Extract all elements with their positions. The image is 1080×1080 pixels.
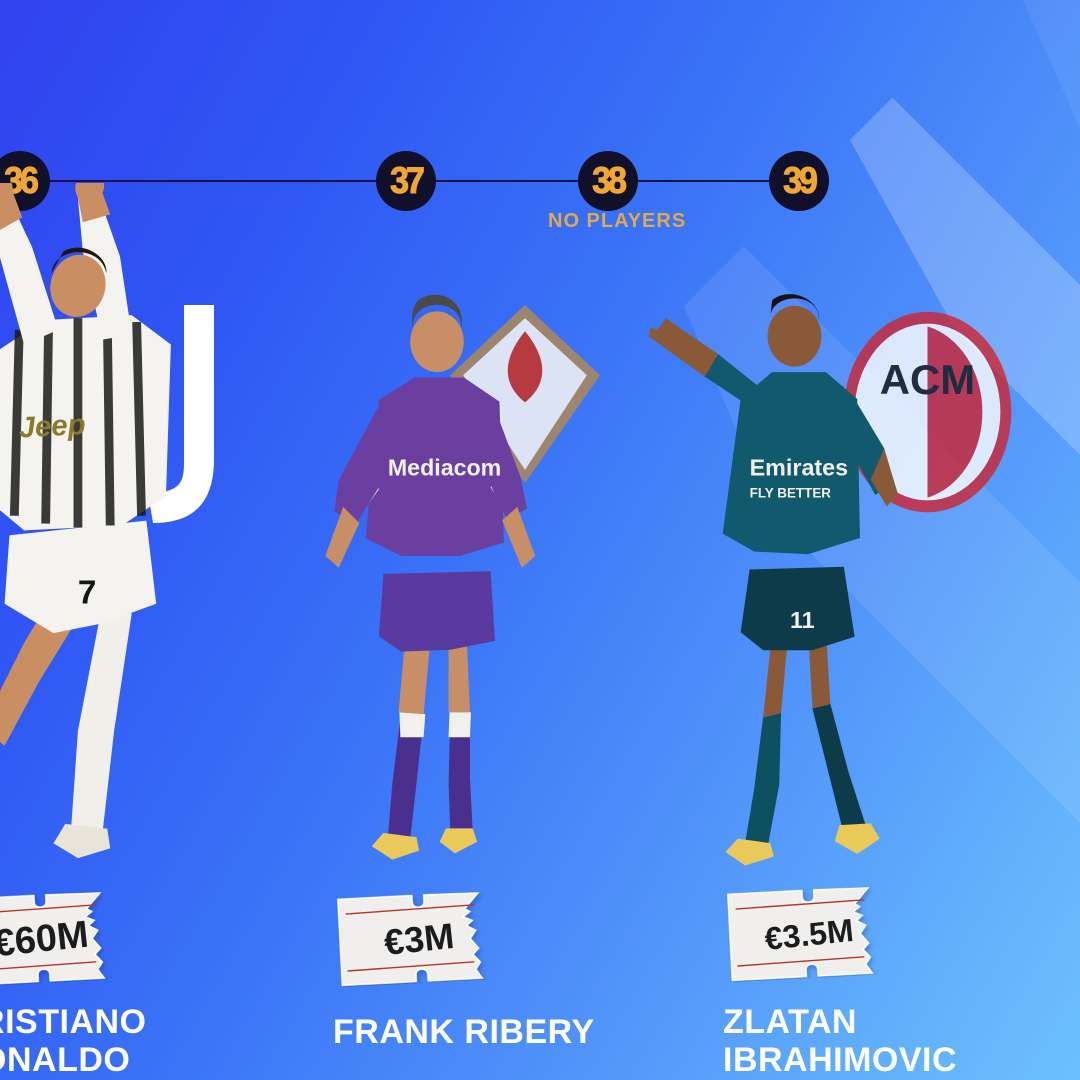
svg-text:7: 7 <box>78 575 97 612</box>
svg-text:Jeep: Jeep <box>18 408 86 444</box>
svg-text:Emirates: Emirates <box>750 454 849 480</box>
svg-text:11: 11 <box>790 607 815 633</box>
svg-text:Mediacom: Mediacom <box>388 455 501 481</box>
svg-text:FLY BETTER: FLY BETTER <box>750 486 832 501</box>
